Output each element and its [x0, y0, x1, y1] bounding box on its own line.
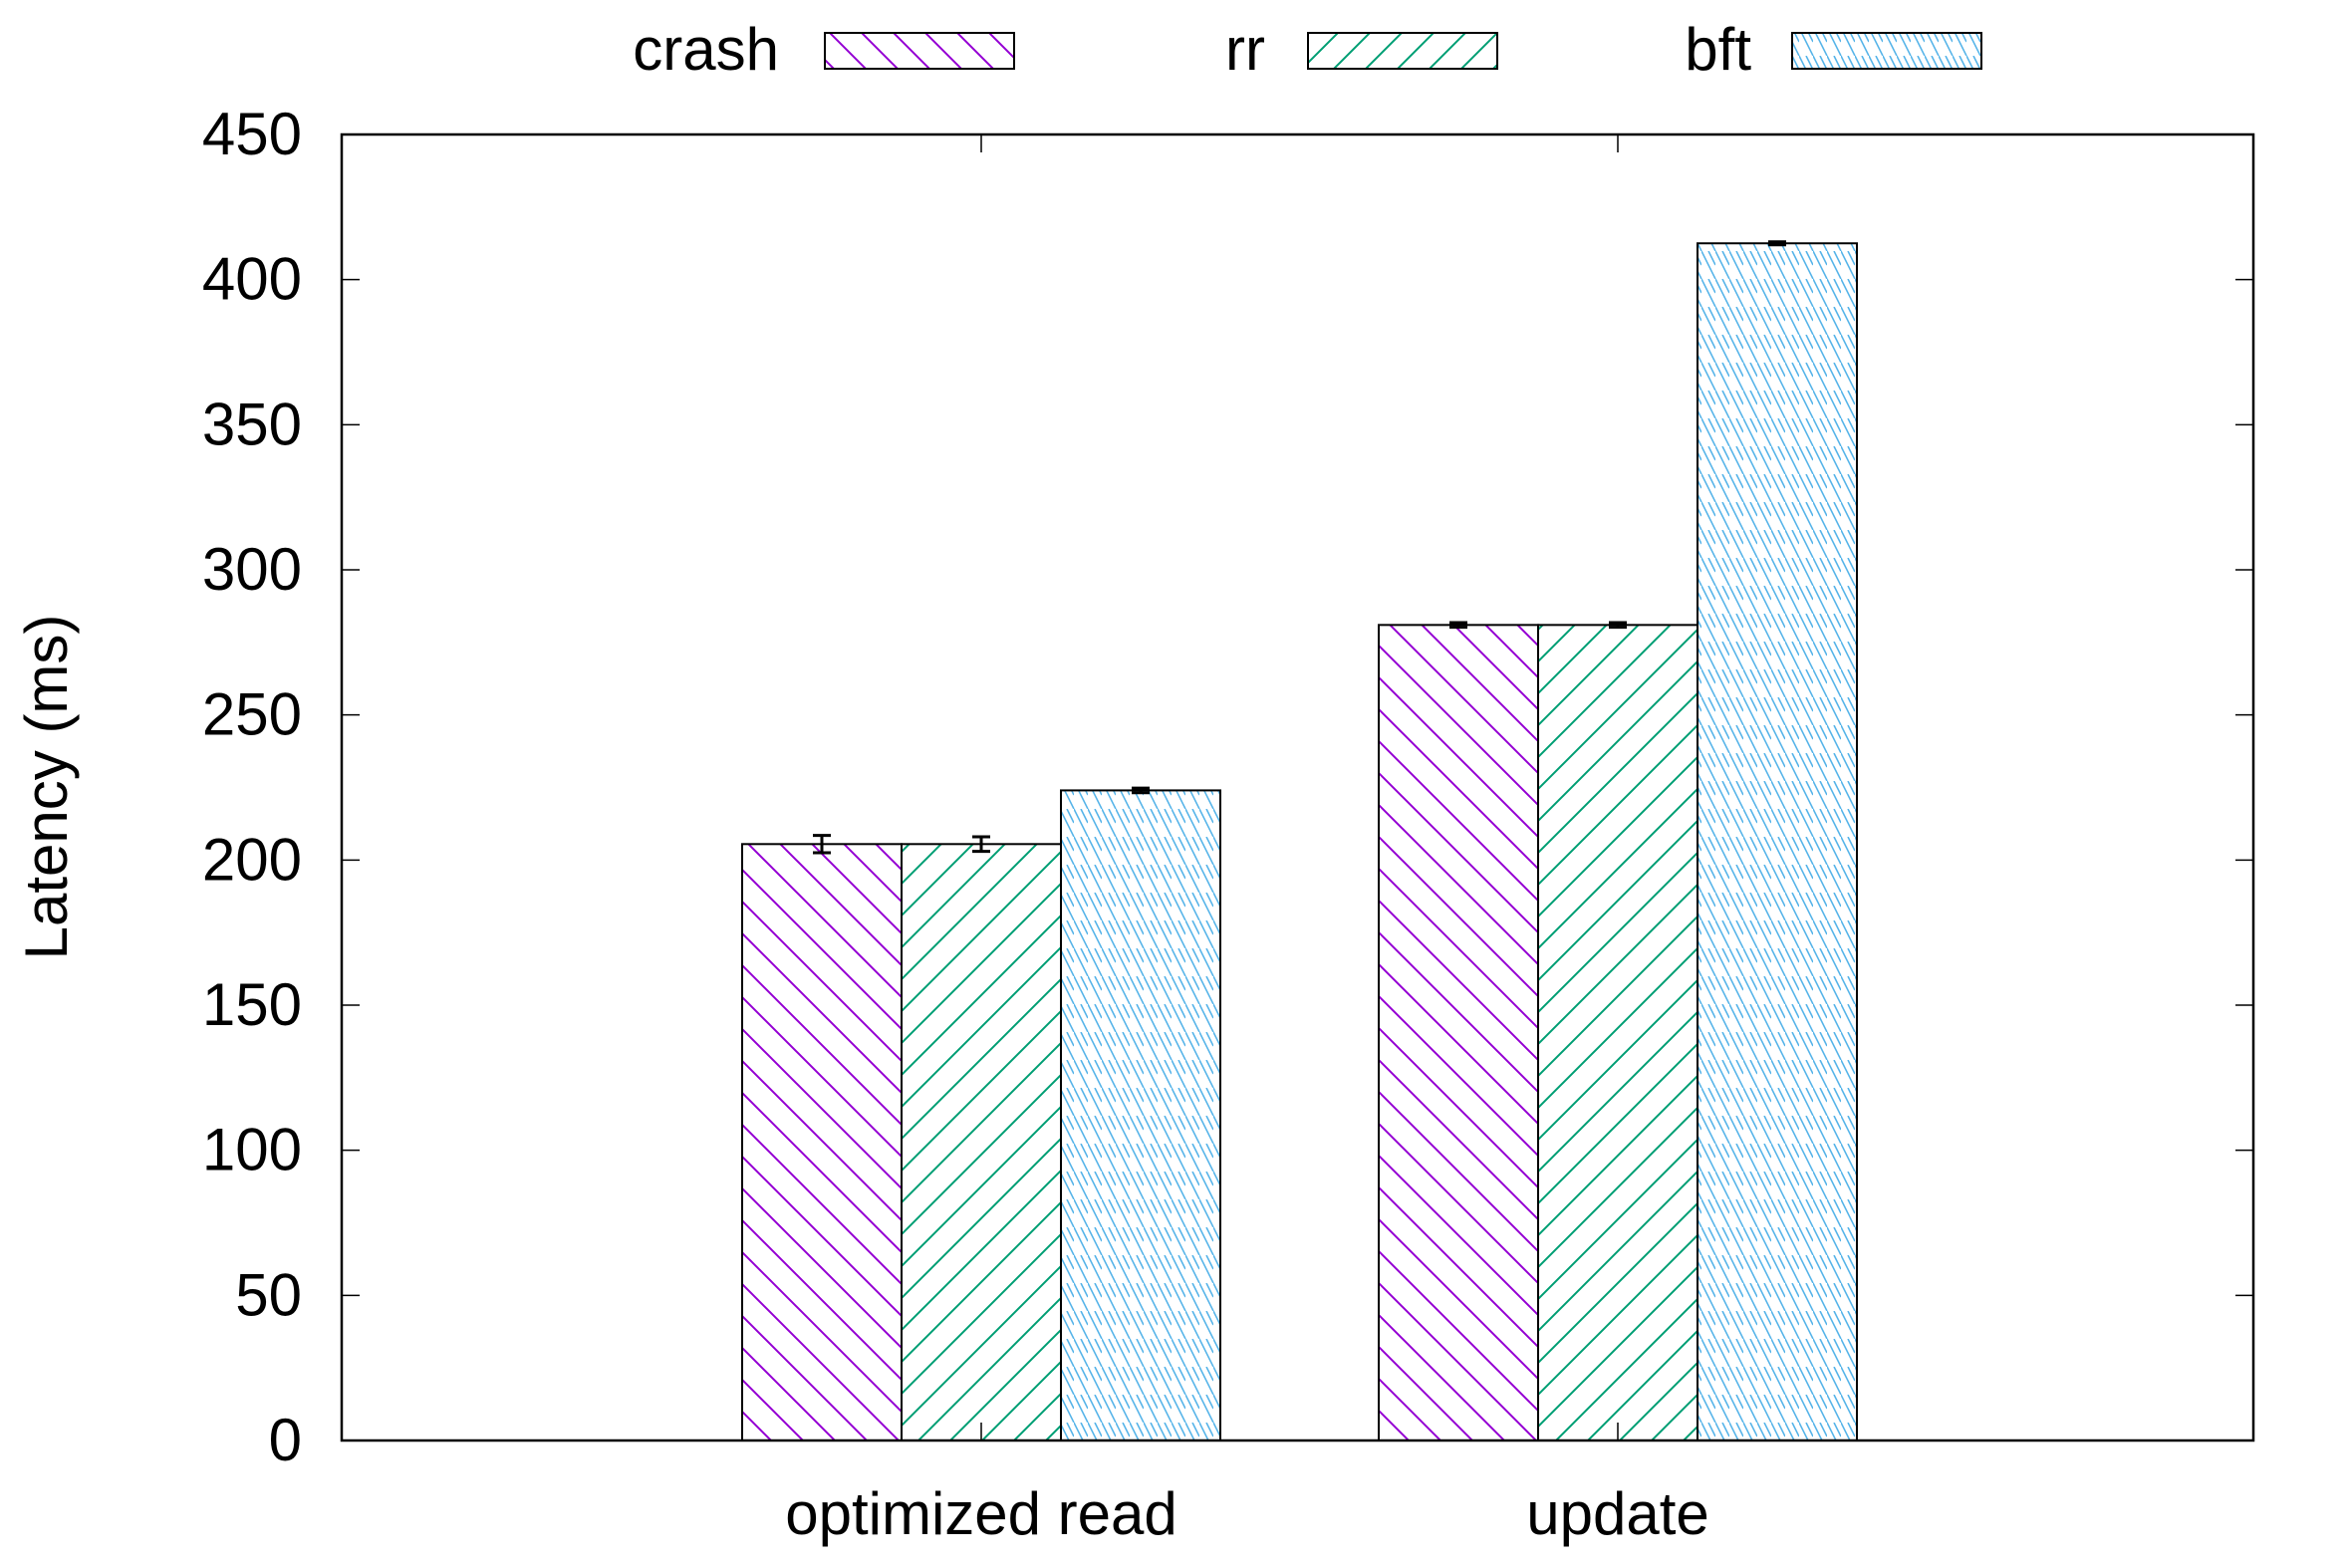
legend-label: crash [633, 16, 779, 83]
y-tick-label: 150 [202, 971, 302, 1038]
bar-hatch [902, 844, 1061, 1440]
legend-swatch [1307, 32, 1498, 70]
y-axis-label: Latency (ms) [13, 615, 80, 960]
y-tick-label: 200 [202, 826, 302, 893]
x-tick-label: update [1526, 1480, 1709, 1547]
bar-hatch [1698, 243, 1857, 1440]
plot-frame [340, 132, 2255, 1442]
y-tick-label: 350 [202, 391, 302, 457]
legend-swatch-hatch [1792, 33, 1981, 69]
bar-hatch [1538, 625, 1698, 1440]
y-tick-label: 400 [202, 246, 302, 313]
y-tick-label: 50 [235, 1261, 302, 1328]
y-tick-label: 0 [269, 1407, 302, 1473]
y-tick-label: 300 [202, 536, 302, 603]
x-tick-label: optimized read [785, 1480, 1177, 1547]
bar-hatch [1379, 625, 1538, 1440]
bar-hatch [1061, 790, 1220, 1440]
legend-swatch [1791, 32, 1982, 70]
legend-label: bft [1685, 16, 1751, 83]
y-tick-label: 450 [202, 101, 302, 167]
legend-swatch-hatch [1308, 33, 1497, 69]
bar-hatch [742, 844, 902, 1440]
legend-item-crash: crash [633, 16, 1015, 83]
legend-item-rr: rr [1225, 16, 1498, 83]
y-tick-label: 250 [202, 681, 302, 748]
legend-label: rr [1225, 16, 1265, 83]
legend-swatch [824, 32, 1015, 70]
legend-swatch-hatch [825, 33, 1014, 69]
y-tick-label: 100 [202, 1117, 302, 1183]
legend-item-bft: bft [1685, 16, 1982, 83]
